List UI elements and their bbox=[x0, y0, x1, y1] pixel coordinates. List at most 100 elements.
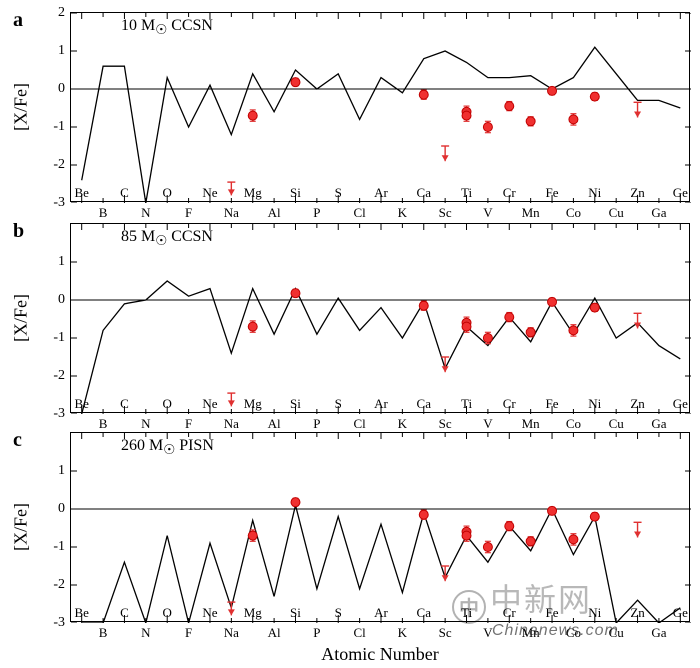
data-point bbox=[248, 531, 257, 540]
upper-limit-icon bbox=[634, 112, 641, 118]
upper-limit-icon bbox=[442, 366, 449, 372]
y-tick-label: -2 bbox=[53, 368, 65, 384]
element-label: Mn bbox=[522, 416, 540, 432]
element-label: Ca bbox=[417, 396, 431, 412]
element-label: Si bbox=[290, 605, 301, 621]
y-tick-label: 0 bbox=[58, 501, 65, 517]
element-label: Cl bbox=[353, 205, 365, 221]
y-axis-title: [X/Fe] bbox=[11, 294, 32, 342]
watermark-url: Chinanews.com bbox=[492, 622, 619, 640]
y-tick-label: -3 bbox=[53, 195, 65, 211]
data-point bbox=[526, 117, 535, 126]
y-axis-title: [X/Fe] bbox=[11, 83, 32, 131]
panel-letter: b bbox=[13, 220, 24, 243]
element-label: Ge bbox=[673, 185, 688, 201]
element-label: Ar bbox=[374, 396, 388, 412]
element-label: O bbox=[163, 605, 172, 621]
data-point bbox=[462, 531, 471, 540]
data-point bbox=[548, 86, 557, 95]
panel-b: b85 M☉ CCSN[X/Fe]-3-2-101BeCONeMgSiSArCa… bbox=[70, 223, 690, 413]
model-line bbox=[82, 281, 681, 414]
element-label: Cl bbox=[353, 625, 365, 641]
y-tick-label: -1 bbox=[53, 119, 65, 135]
element-label: P bbox=[313, 416, 320, 432]
data-point bbox=[505, 102, 514, 111]
element-label: Sc bbox=[439, 416, 452, 432]
element-label: Si bbox=[290, 396, 301, 412]
y-tick-label: 1 bbox=[58, 43, 65, 59]
element-label: Ni bbox=[588, 396, 601, 412]
data-point bbox=[462, 322, 471, 331]
element-label: Zn bbox=[630, 185, 644, 201]
upper-limit-icon bbox=[442, 575, 449, 581]
element-label: Ti bbox=[461, 185, 472, 201]
data-point bbox=[248, 322, 257, 331]
element-label: K bbox=[398, 205, 407, 221]
element-label: Na bbox=[224, 205, 239, 221]
element-label: Ga bbox=[651, 416, 666, 432]
element-label: Zn bbox=[630, 396, 644, 412]
y-tick-label: -3 bbox=[53, 406, 65, 422]
element-label: Ge bbox=[673, 605, 688, 621]
element-label: Ge bbox=[673, 396, 688, 412]
panel-letter: c bbox=[13, 429, 22, 452]
y-tick-label: -1 bbox=[53, 330, 65, 346]
element-label: Mg bbox=[244, 605, 262, 621]
chart-svg bbox=[71, 224, 691, 414]
element-label: Fe bbox=[546, 185, 559, 201]
y-tick-label: -2 bbox=[53, 577, 65, 593]
element-label: Be bbox=[74, 396, 88, 412]
element-label: Co bbox=[566, 205, 581, 221]
element-label: K bbox=[398, 416, 407, 432]
data-point bbox=[569, 115, 578, 124]
watermark-logo-text: 中新网 bbox=[490, 582, 592, 618]
element-label: P bbox=[313, 205, 320, 221]
element-label: Na bbox=[224, 625, 239, 641]
element-label: B bbox=[99, 416, 108, 432]
element-label: Ti bbox=[461, 396, 472, 412]
element-label: F bbox=[185, 625, 192, 641]
y-tick-label: 0 bbox=[58, 81, 65, 97]
element-label: Al bbox=[268, 416, 281, 432]
data-point bbox=[419, 301, 428, 310]
element-label: S bbox=[335, 605, 342, 621]
element-label: Co bbox=[566, 416, 581, 432]
data-point bbox=[483, 334, 492, 343]
element-label: Ni bbox=[588, 185, 601, 201]
y-tick-label: 2 bbox=[58, 5, 65, 21]
data-point bbox=[548, 506, 557, 515]
panel-a: a10 M☉ CCSN[X/Fe]-3-2-1012BeCONeMgSiSArC… bbox=[70, 12, 690, 202]
data-point bbox=[291, 78, 300, 87]
y-tick-label: -1 bbox=[53, 539, 65, 555]
element-label: Ar bbox=[374, 185, 388, 201]
data-point bbox=[505, 522, 514, 531]
y-axis-title: [X/Fe] bbox=[11, 503, 32, 551]
element-label: F bbox=[185, 416, 192, 432]
element-label: N bbox=[141, 625, 150, 641]
element-label: S bbox=[335, 396, 342, 412]
element-label: Sc bbox=[439, 625, 452, 641]
element-label: Fe bbox=[546, 396, 559, 412]
element-label: Cu bbox=[609, 205, 624, 221]
element-label: V bbox=[483, 416, 492, 432]
model-line bbox=[82, 47, 681, 203]
element-label: P bbox=[313, 625, 320, 641]
data-point bbox=[419, 90, 428, 99]
y-tick-label: -3 bbox=[53, 615, 65, 631]
element-label: O bbox=[163, 185, 172, 201]
element-label: K bbox=[398, 625, 407, 641]
data-point bbox=[505, 313, 514, 322]
element-label: V bbox=[483, 205, 492, 221]
element-label: Ne bbox=[202, 396, 217, 412]
data-point bbox=[248, 111, 257, 120]
element-label: Be bbox=[74, 605, 88, 621]
element-label: Al bbox=[268, 205, 281, 221]
watermark: 中中新网Chinanews.com bbox=[452, 575, 619, 640]
element-label: Na bbox=[224, 416, 239, 432]
element-label: N bbox=[141, 416, 150, 432]
element-label: Mg bbox=[244, 396, 262, 412]
element-label: Sc bbox=[439, 205, 452, 221]
element-label: S bbox=[335, 185, 342, 201]
element-label: B bbox=[99, 625, 108, 641]
data-point bbox=[419, 510, 428, 519]
